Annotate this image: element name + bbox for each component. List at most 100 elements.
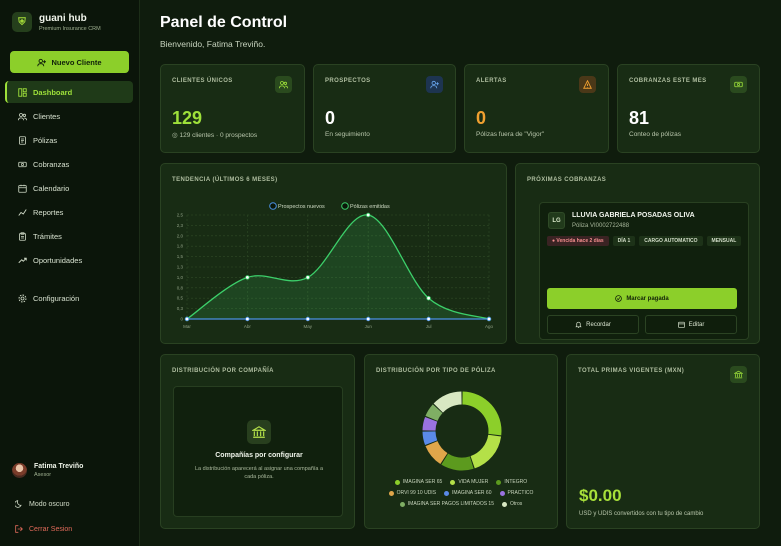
legend-label: INTEGRO — [504, 479, 528, 485]
trend-title: Tendencia (últimos 6 meses) — [172, 177, 278, 183]
donut-slice — [425, 441, 448, 465]
stat-sub: ◎ 129 clientes · 0 prospectos — [172, 131, 257, 139]
stat-label: Prospectos — [325, 78, 371, 84]
stat-card-clientes: Clientes únicos 129 ◎ 129 clientes · 0 p… — [160, 64, 305, 153]
donut-slice — [422, 417, 438, 431]
stat-card-cobranzas: Cobranzas este mes 81 Conteo de pólizas — [617, 64, 760, 153]
policy-number: Póliza VI0002722488 — [572, 223, 630, 229]
calendar-icon — [677, 321, 685, 328]
badge-list: ● Vencida hace 2 días DÍA 1 CARGO AUTOMA… — [547, 236, 747, 246]
mark-paid-button[interactable]: Marcar pagada — [547, 288, 737, 309]
policy-type-card: Distribución por tipo de póliza IMAGINA … — [364, 354, 558, 529]
donut-slice — [462, 391, 502, 436]
trend-card: Tendencia (últimos 6 meses) 0 0,3 0,5 0,8 1,… — [160, 163, 507, 344]
shield-logo-icon: ⛨ — [12, 12, 32, 32]
sidebar-item-label: Oportunidades — [33, 255, 83, 265]
sidebar-item-cobranzas[interactable]: Cobranzas — [5, 153, 133, 175]
premiums-sub: USD y UDIS convertidos con tu tipo de ca… — [579, 511, 704, 517]
brand[interactable]: ⛨ guani hub Premium Insurance CRM — [12, 12, 101, 32]
page-title: Panel de Control — [160, 14, 288, 31]
legend-dot — [496, 479, 502, 485]
stat-sub-text: 129 clientes · 0 prospectos — [179, 132, 258, 139]
stat-value: 81 — [629, 108, 650, 128]
empty-title: Compañías por configurar — [215, 452, 303, 459]
legend-label: PRACTICO — [507, 490, 534, 496]
sidebar-item-reportes[interactable]: Reportes — [5, 201, 133, 223]
sidebar-item-label: Pólizas — [33, 135, 58, 145]
premiums-title: Total primas vigentes (MXN) — [578, 368, 685, 374]
legend-label: IMAGINA SER PAGOS LIMITADOS 15 — [407, 501, 494, 507]
donut-legend: IMAGINA SER 65 VIDA MUJER INTEGRO ORVI 99 1… — [375, 479, 547, 507]
empty-subtitle: La distribución aparecerá al asignar una… — [194, 466, 324, 481]
x-tick-label: Abr — [244, 324, 252, 329]
legend-item: IMAGINA SER PAGOS LIMITADOS 15 — [399, 501, 494, 507]
sidebar-item-configuracion[interactable]: Configuración — [5, 287, 133, 309]
sidebar-item-label: Clientes — [33, 111, 61, 121]
gear-icon — [18, 294, 27, 302]
remind-button[interactable]: Recordar — [547, 315, 639, 334]
moon-icon — [15, 500, 22, 508]
stat-sub: En seguimiento — [325, 131, 370, 138]
legend-item: PRACTICO — [499, 490, 534, 496]
user-profile[interactable]: Fatima Treviño Asesor — [12, 463, 83, 478]
logout-button[interactable]: Cerrar Sesion — [15, 525, 72, 533]
sidebar-item-label: Dashboard — [33, 87, 73, 97]
legend-label: Prospectos nuevos — [278, 204, 325, 210]
legend-label: ORVI 99 10 UDIS — [396, 490, 437, 496]
users-icon — [275, 76, 292, 93]
collection-item[interactable]: LG LLUVIA GABRIELA POSADAS OLIVA Póliza … — [539, 202, 749, 340]
dark-mode-toggle[interactable]: Modo oscuro — [15, 500, 69, 508]
frequency-badge: MENSUAL — [706, 236, 742, 246]
overdue-text: Vencida hace 2 días — [556, 238, 604, 244]
legend-dot — [388, 490, 394, 496]
y-tick-label: 1,5 — [177, 254, 184, 259]
new-client-label: Nuevo Cliente — [51, 57, 102, 67]
upcoming-title: Próximas cobranzas — [527, 177, 607, 183]
y-tick-label: 1,3 — [177, 265, 184, 270]
donut-slice — [433, 391, 462, 413]
trend-icon — [18, 257, 27, 263]
y-tick-label: 1,8 — [177, 244, 184, 249]
sidebar-item-calendario[interactable]: Calendario — [5, 177, 133, 199]
sidebar-item-clientes[interactable]: Clientes — [5, 105, 133, 127]
stat-value: 0 — [476, 108, 487, 128]
cash-icon — [18, 161, 27, 167]
users-icon — [18, 112, 27, 120]
sidebar-item-polizas[interactable]: Pólizas — [5, 129, 133, 151]
sidebar-item-dashboard[interactable]: Dashboard — [5, 81, 133, 103]
data-point — [184, 316, 190, 322]
legend-label: VIDA MUJER — [458, 479, 489, 485]
document-icon — [19, 135, 26, 145]
user-role: Asesor — [34, 472, 52, 478]
stat-card-prospectos: Prospectos 0 En seguimiento — [313, 64, 456, 153]
x-tick-label: Mar — [183, 324, 191, 329]
y-tick-label: 2,5 — [177, 213, 184, 218]
sidebar-item-label: Trámites — [33, 231, 62, 241]
legend-label: Otros — [510, 501, 523, 507]
data-point — [426, 295, 431, 301]
legend-label: Pólizas emitidas — [350, 204, 390, 210]
user-plus-icon — [426, 76, 443, 93]
legend-dot — [399, 501, 405, 507]
new-client-button[interactable]: Nuevo Cliente — [10, 51, 129, 73]
edit-button[interactable]: Editar — [645, 315, 737, 334]
legend-dot — [444, 490, 450, 496]
data-point — [365, 212, 371, 218]
remind-label: Recordar — [586, 321, 611, 328]
stat-label: Clientes únicos — [172, 78, 233, 84]
sidebar: ⛨ guani hub Premium Insurance CRM Nuevo … — [0, 0, 140, 546]
check-circle-icon: ◎ — [172, 132, 180, 139]
donut-slice — [470, 434, 502, 469]
legend-item: IMAGINA SER 60 — [444, 490, 492, 496]
sidebar-item-tramites[interactable]: Trámites — [5, 225, 133, 247]
y-tick-label: 1,0 — [177, 275, 184, 280]
day-badge: DÍA 1 — [612, 236, 636, 246]
sidebar-item-oportunidades[interactable]: Oportunidades — [5, 249, 133, 271]
brand-name: guani hub — [39, 12, 87, 24]
y-tick-label: 0,3 — [177, 306, 184, 311]
y-tick-label: 0,5 — [177, 296, 184, 301]
data-point — [486, 316, 492, 322]
check-circle-icon — [615, 295, 623, 302]
calendar-icon — [18, 184, 27, 193]
policy-type-donut — [422, 391, 502, 471]
